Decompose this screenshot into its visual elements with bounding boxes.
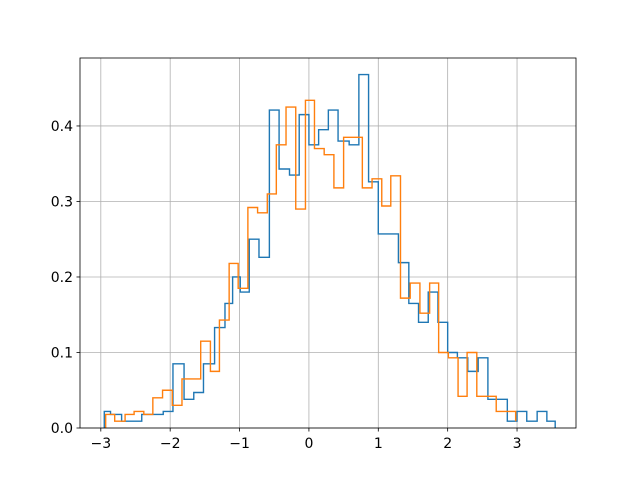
x-tick-label: 3 — [513, 436, 522, 452]
x-tick-label: 2 — [443, 436, 452, 452]
histogram-series-2 — [104, 99, 517, 428]
x-tick-label: −2 — [160, 436, 181, 452]
x-tick-label: −3 — [90, 436, 111, 452]
histogram-series-1 — [103, 73, 556, 428]
y-tick-label: 0.1 — [51, 345, 73, 361]
plot-frame — [79, 57, 577, 429]
y-tick-label: 0.3 — [51, 194, 73, 210]
y-axis: 0.0 0.1 0.2 0.3 0.4 — [51, 119, 80, 437]
y-tick-label: 0.4 — [51, 119, 73, 135]
y-tick-label: 0.2 — [51, 270, 73, 286]
y-tick-label: 0.0 — [51, 421, 73, 437]
x-tick-label: 0 — [304, 436, 313, 452]
series-group — [103, 73, 556, 428]
x-axis: −3 −2 −1 0 1 2 3 — [90, 428, 521, 452]
x-tick-label: 1 — [374, 436, 383, 452]
x-tick-label: −1 — [229, 436, 250, 452]
